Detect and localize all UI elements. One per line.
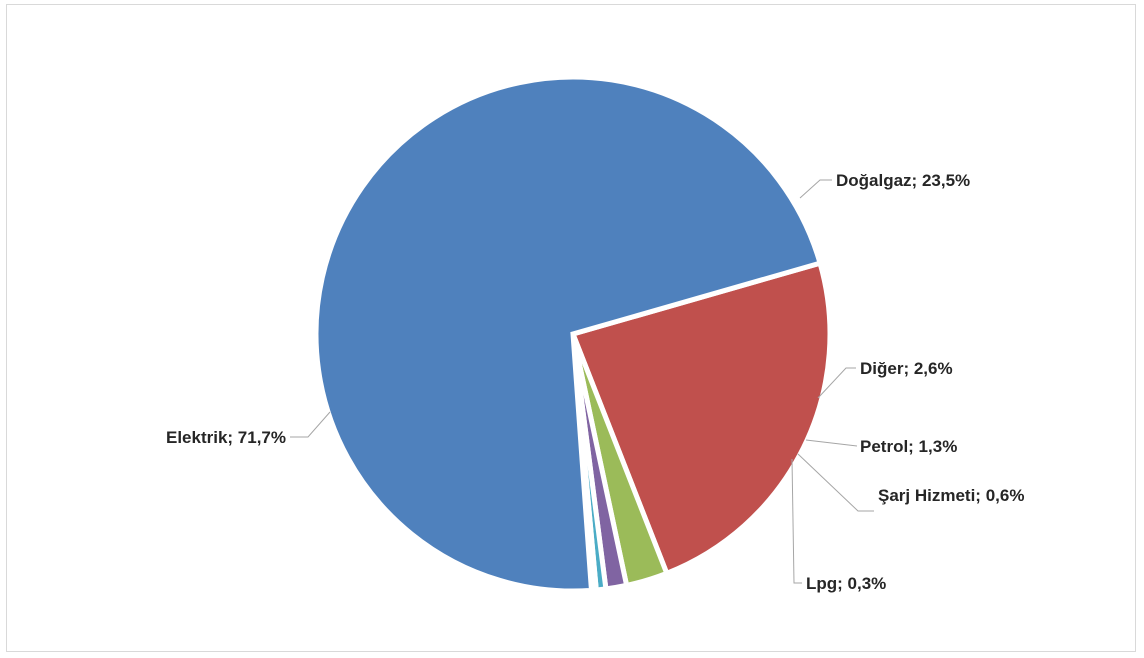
leader-lines [290, 179, 874, 584]
data-label-petrol: Petrol; 1,3% [860, 437, 957, 456]
data-label-lpg: Lpg; 0,3% [806, 574, 886, 593]
leader-line-dogalgaz [799, 179, 832, 199]
leader-line-lpg [791, 458, 802, 584]
leader-line-diger [817, 367, 856, 399]
data-label-dogalgaz: Doğalgaz; 23,5% [836, 171, 970, 190]
pie-slice-elektrik [313, 74, 824, 594]
leader-line-sarj [797, 453, 874, 512]
leader-line-elektrik [290, 411, 331, 438]
data-label-elektrik: Elektrik; 71,7% [166, 428, 286, 447]
data-label-diger: Diğer; 2,6% [860, 359, 953, 378]
pie-slices [313, 74, 833, 594]
leader-line-petrol [805, 439, 858, 447]
data-label-sarj-hizmeti: Şarj Hizmeti; 0,6% [878, 486, 1024, 505]
data-labels: Doğalgaz; 23,5% Diğer; 2,6% Petrol; 1,3%… [166, 171, 1024, 593]
